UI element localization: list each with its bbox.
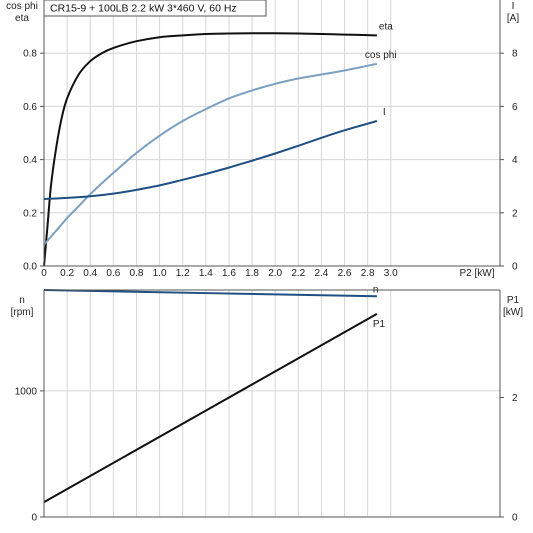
x-tick-label: 1.8 — [245, 268, 259, 279]
series-label-i: I — [383, 107, 386, 118]
left-tick-label: 0.6 — [23, 102, 37, 113]
series-label-p1: P1 — [373, 319, 386, 330]
x-tick-label: 0.8 — [130, 268, 144, 279]
right-tick-label: 4 — [512, 155, 518, 166]
series-line-i — [43, 120, 378, 200]
series-label-n: n — [373, 284, 379, 295]
series-label-eta: eta — [379, 21, 393, 32]
x-tick-label: 2.6 — [338, 268, 352, 279]
text-layer: 0.0 0.2 0.4 0.6 0.8 0 2 4 6 8 0 0.2 0.4 0.6 0.8 1.0 1.2 1… — [6, 1, 523, 524]
left-tick-label: 0.8 — [23, 49, 37, 60]
x-tick-label: 0 — [41, 268, 47, 279]
right-tick-label: 2 — [512, 393, 518, 404]
right-axis-title-line1: P1 — [507, 295, 520, 306]
series-line-n — [43, 289, 377, 298]
frame-layer — [40, 0, 504, 518]
series-line-cos-phi — [43, 62, 378, 246]
right-tick-label: 0 — [512, 262, 518, 273]
left-axis-title-line2: eta — [15, 13, 29, 24]
x-tick-label: 2.8 — [361, 268, 375, 279]
x-tick-label: 2.4 — [314, 268, 328, 279]
left-axis-title-line2: [rpm] — [11, 307, 34, 318]
series-line-eta — [43, 32, 377, 267]
right-axis-title-line1: I — [512, 1, 515, 12]
x-tick-label: 2.0 — [268, 268, 282, 279]
x-tick-label: 0.2 — [60, 268, 74, 279]
series-label-cos-phi: cos phi — [365, 50, 397, 61]
right-tick-label: 2 — [512, 208, 518, 219]
header-box — [43, 0, 267, 17]
header-title: CR15-9 + 100LB 2.2 kW 3*460 V, 60 Hz — [50, 3, 237, 15]
left-tick-label: 0.4 — [23, 155, 37, 166]
x-tick-label: 0.4 — [83, 268, 97, 279]
x-tick-label: 1.6 — [222, 268, 236, 279]
series-line-p1 — [43, 313, 378, 503]
right-axis-title-line2: [A] — [507, 13, 519, 24]
x-tick-label: 1.2 — [176, 268, 190, 279]
x-tick-label: 3.0 — [384, 268, 398, 279]
left-tick-label: 1000 — [15, 386, 38, 397]
x-tick-label: 1.0 — [153, 268, 167, 279]
right-axis-title-line2: [kW] — [503, 307, 523, 318]
x-axis-title: P2 [kW] — [459, 268, 494, 279]
right-tick-label: 8 — [512, 49, 518, 60]
left-tick-label: 0 — [31, 513, 37, 524]
left-axis-title-line1: cos phi — [6, 1, 38, 12]
x-tick-label: 1.4 — [199, 268, 213, 279]
curves-layer — [43, 32, 378, 503]
right-tick-label: 0 — [512, 513, 518, 524]
left-tick-label: 0.0 — [23, 262, 37, 273]
left-tick-label: 0.2 — [23, 208, 37, 219]
right-tick-label: 6 — [512, 102, 518, 113]
x-tick-label: 2.2 — [291, 268, 305, 279]
left-axis-title-line1: n — [19, 295, 25, 306]
grid-layer — [44, 0, 500, 517]
x-tick-label: 0.6 — [106, 268, 120, 279]
